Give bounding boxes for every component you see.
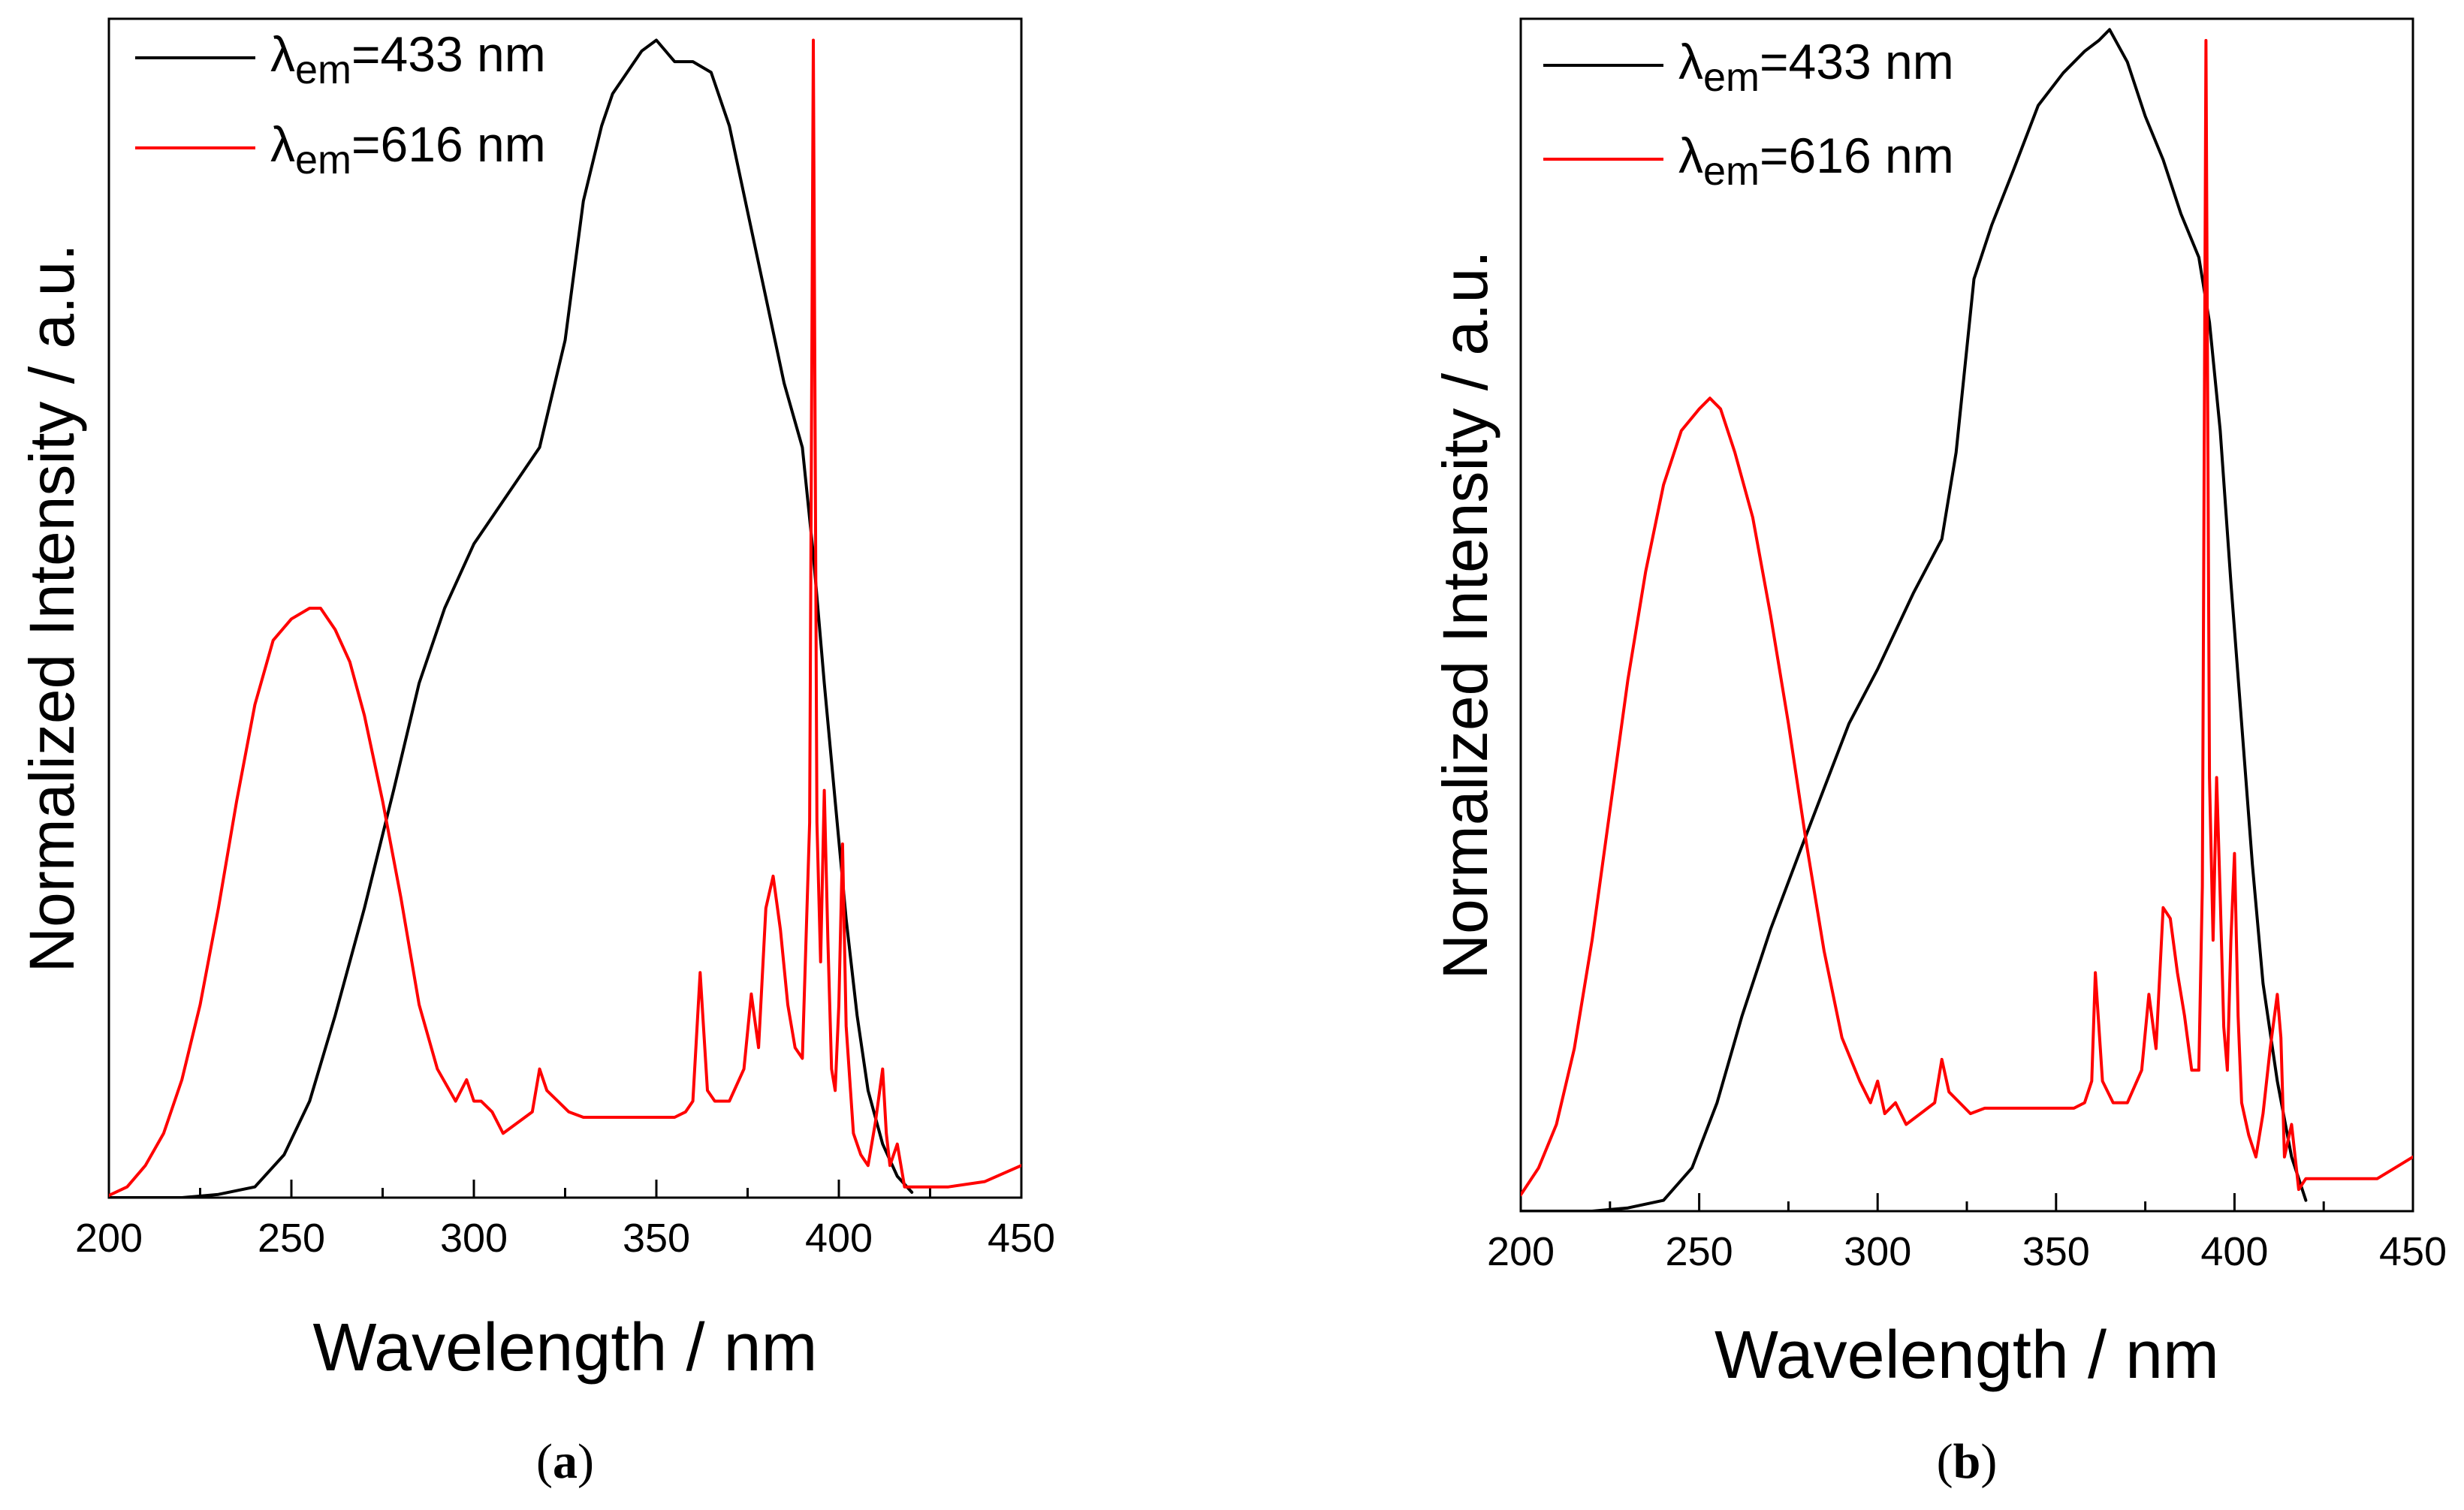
- legend-label-616nm: λem=616 nm: [1678, 128, 1954, 194]
- legend-value: =616 nm: [351, 116, 546, 172]
- x-tick-label: 450: [2379, 1229, 2447, 1274]
- legend-lambda: λ: [1678, 128, 1703, 183]
- y-axis-label: Normalized Intensity / a.u.: [17, 243, 87, 972]
- panel-label-letter: b: [1953, 1434, 1981, 1489]
- x-tick-label: 300: [440, 1216, 508, 1261]
- series-group: [109, 38, 1021, 1198]
- panel-label: (b): [1937, 1434, 1998, 1489]
- panel-label-open-paren: (: [536, 1434, 553, 1489]
- legend-value: =616 nm: [1760, 128, 1954, 183]
- x-tick-label: 400: [805, 1216, 873, 1261]
- panel-label-text: (b): [1937, 1434, 1998, 1489]
- x-tick-label: 350: [623, 1216, 690, 1261]
- series-line-433nm: [1521, 28, 2308, 1211]
- x-axis-label: Wavelength / nm: [313, 1310, 818, 1385]
- x-tick-label: 350: [2022, 1229, 2090, 1274]
- legend-subscript: em: [1703, 149, 1760, 194]
- series-group: [1521, 28, 2413, 1211]
- x-tick-label: 450: [988, 1216, 1055, 1261]
- x-axis: 200 250 300 350 400 450: [1487, 1193, 2447, 1274]
- legend-label-616nm: λem=616 nm: [270, 116, 546, 182]
- x-tick-label: 300: [1844, 1229, 1911, 1274]
- legend-subscript: em: [295, 137, 351, 182]
- legend-lambda: λ: [1678, 34, 1703, 89]
- series-line-433nm: [109, 38, 914, 1198]
- legend-value: =433 nm: [351, 26, 546, 82]
- panel-label-text: (a): [536, 1434, 594, 1489]
- x-tick-label: 250: [258, 1216, 325, 1261]
- x-tick-label: 400: [2200, 1229, 2268, 1274]
- legend-subscript: em: [1703, 55, 1760, 100]
- x-tick-label: 200: [75, 1216, 143, 1261]
- panel-label-close-paren: ): [578, 1434, 594, 1489]
- legend-lambda: λ: [270, 26, 295, 82]
- series-line-616nm: [1521, 38, 2413, 1197]
- x-tick-label: 250: [1666, 1229, 1733, 1274]
- panel-label-letter: a: [553, 1434, 578, 1489]
- chart-panel-b: 200 250 300 350 400 450 Wavelength / nm Normali…: [1430, 17, 2447, 1489]
- x-axis: 200 250 300 350 400 450: [75, 1180, 1055, 1261]
- legend-label-433nm: λem=433 nm: [1678, 34, 1954, 100]
- legend-value: =433 nm: [1760, 34, 1954, 89]
- y-axis-label: Normalized Intensity / a.u.: [1430, 250, 1500, 979]
- legend-subscript: em: [295, 47, 351, 92]
- panel-label: (a): [536, 1434, 594, 1489]
- legend-lambda: λ: [270, 116, 295, 172]
- chart-panel-a: 200 250 300 350 400 450 Wavelength / nm Normali…: [17, 17, 1055, 1489]
- panel-label-close-paren: ): [1980, 1434, 1997, 1489]
- series-line-616nm: [109, 38, 1021, 1198]
- legend-label-433nm: λem=433 nm: [270, 26, 546, 92]
- x-axis-label: Wavelength / nm: [1715, 1318, 2219, 1393]
- panel-label-open-paren: (: [1937, 1434, 1953, 1489]
- x-tick-label: 200: [1487, 1229, 1555, 1274]
